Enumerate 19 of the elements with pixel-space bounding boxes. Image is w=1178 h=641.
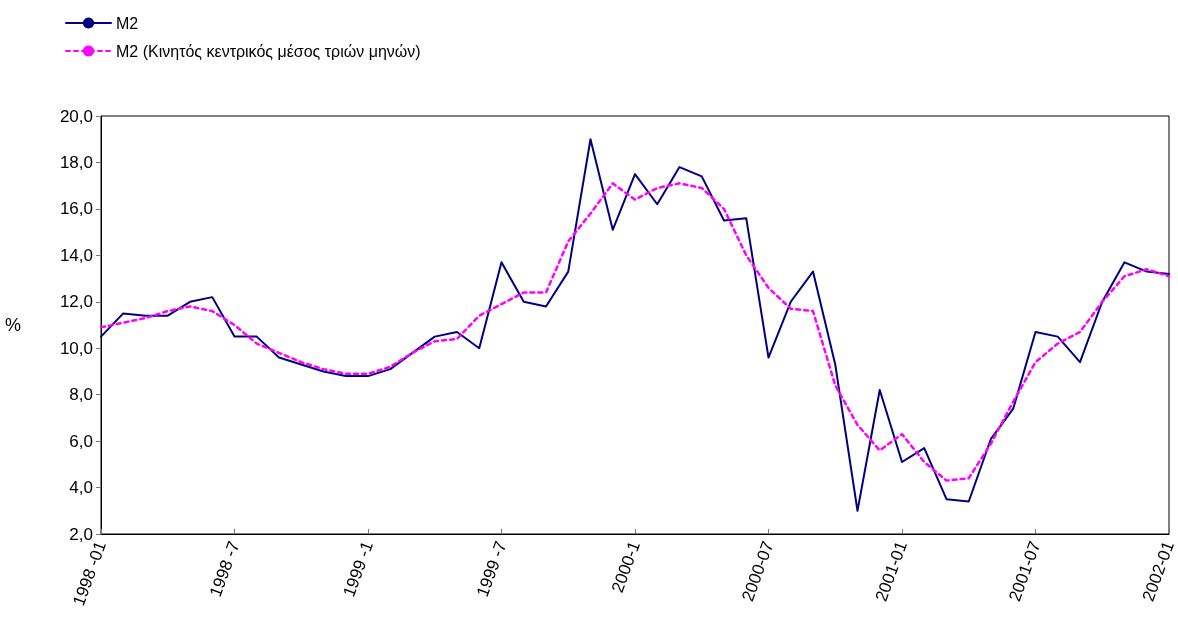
x-tick-label: 1999 -1 [339,538,377,600]
legend-label: M2 [116,14,139,32]
line-series [99,182,1171,482]
y-tick-label: 2,0 [69,524,93,544]
y-tick-label: 6,0 [69,431,93,451]
x-tick-label: 1998 -7 [205,538,244,600]
y-tick-label: 12,0 [59,292,93,312]
y-tick-label: 20,0 [59,106,93,126]
y-tick-label: 16,0 [59,199,93,219]
x-tick-label: 2000-1 [607,538,644,595]
line-series [100,138,1170,512]
y-tick-label: 10,0 [59,338,93,358]
x-tick-label: 1999 -7 [472,538,511,600]
legend-label: M2 (Κινητός κεντρικός μέσος τριών μηνών) [116,42,421,60]
y-axis-title: % [4,315,21,335]
y-tick-label: 4,0 [69,478,93,498]
y-tick-label: 8,0 [69,385,93,405]
y-tick-label: 14,0 [59,245,93,265]
y-tick-label: 18,0 [59,152,93,172]
